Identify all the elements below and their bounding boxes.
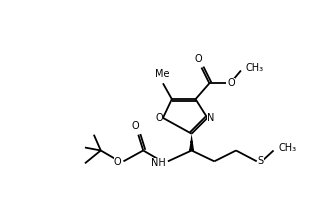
Text: S: S: [258, 156, 264, 166]
Text: O: O: [132, 121, 139, 131]
Polygon shape: [189, 134, 194, 150]
Text: O: O: [155, 113, 163, 123]
Text: O: O: [195, 54, 202, 64]
Text: N: N: [207, 113, 215, 123]
Text: CH₃: CH₃: [246, 62, 264, 73]
Text: O: O: [114, 157, 122, 167]
Text: CH₃: CH₃: [278, 143, 297, 152]
Text: NH: NH: [151, 158, 166, 168]
Text: Me: Me: [155, 69, 169, 79]
Text: O: O: [227, 78, 235, 88]
